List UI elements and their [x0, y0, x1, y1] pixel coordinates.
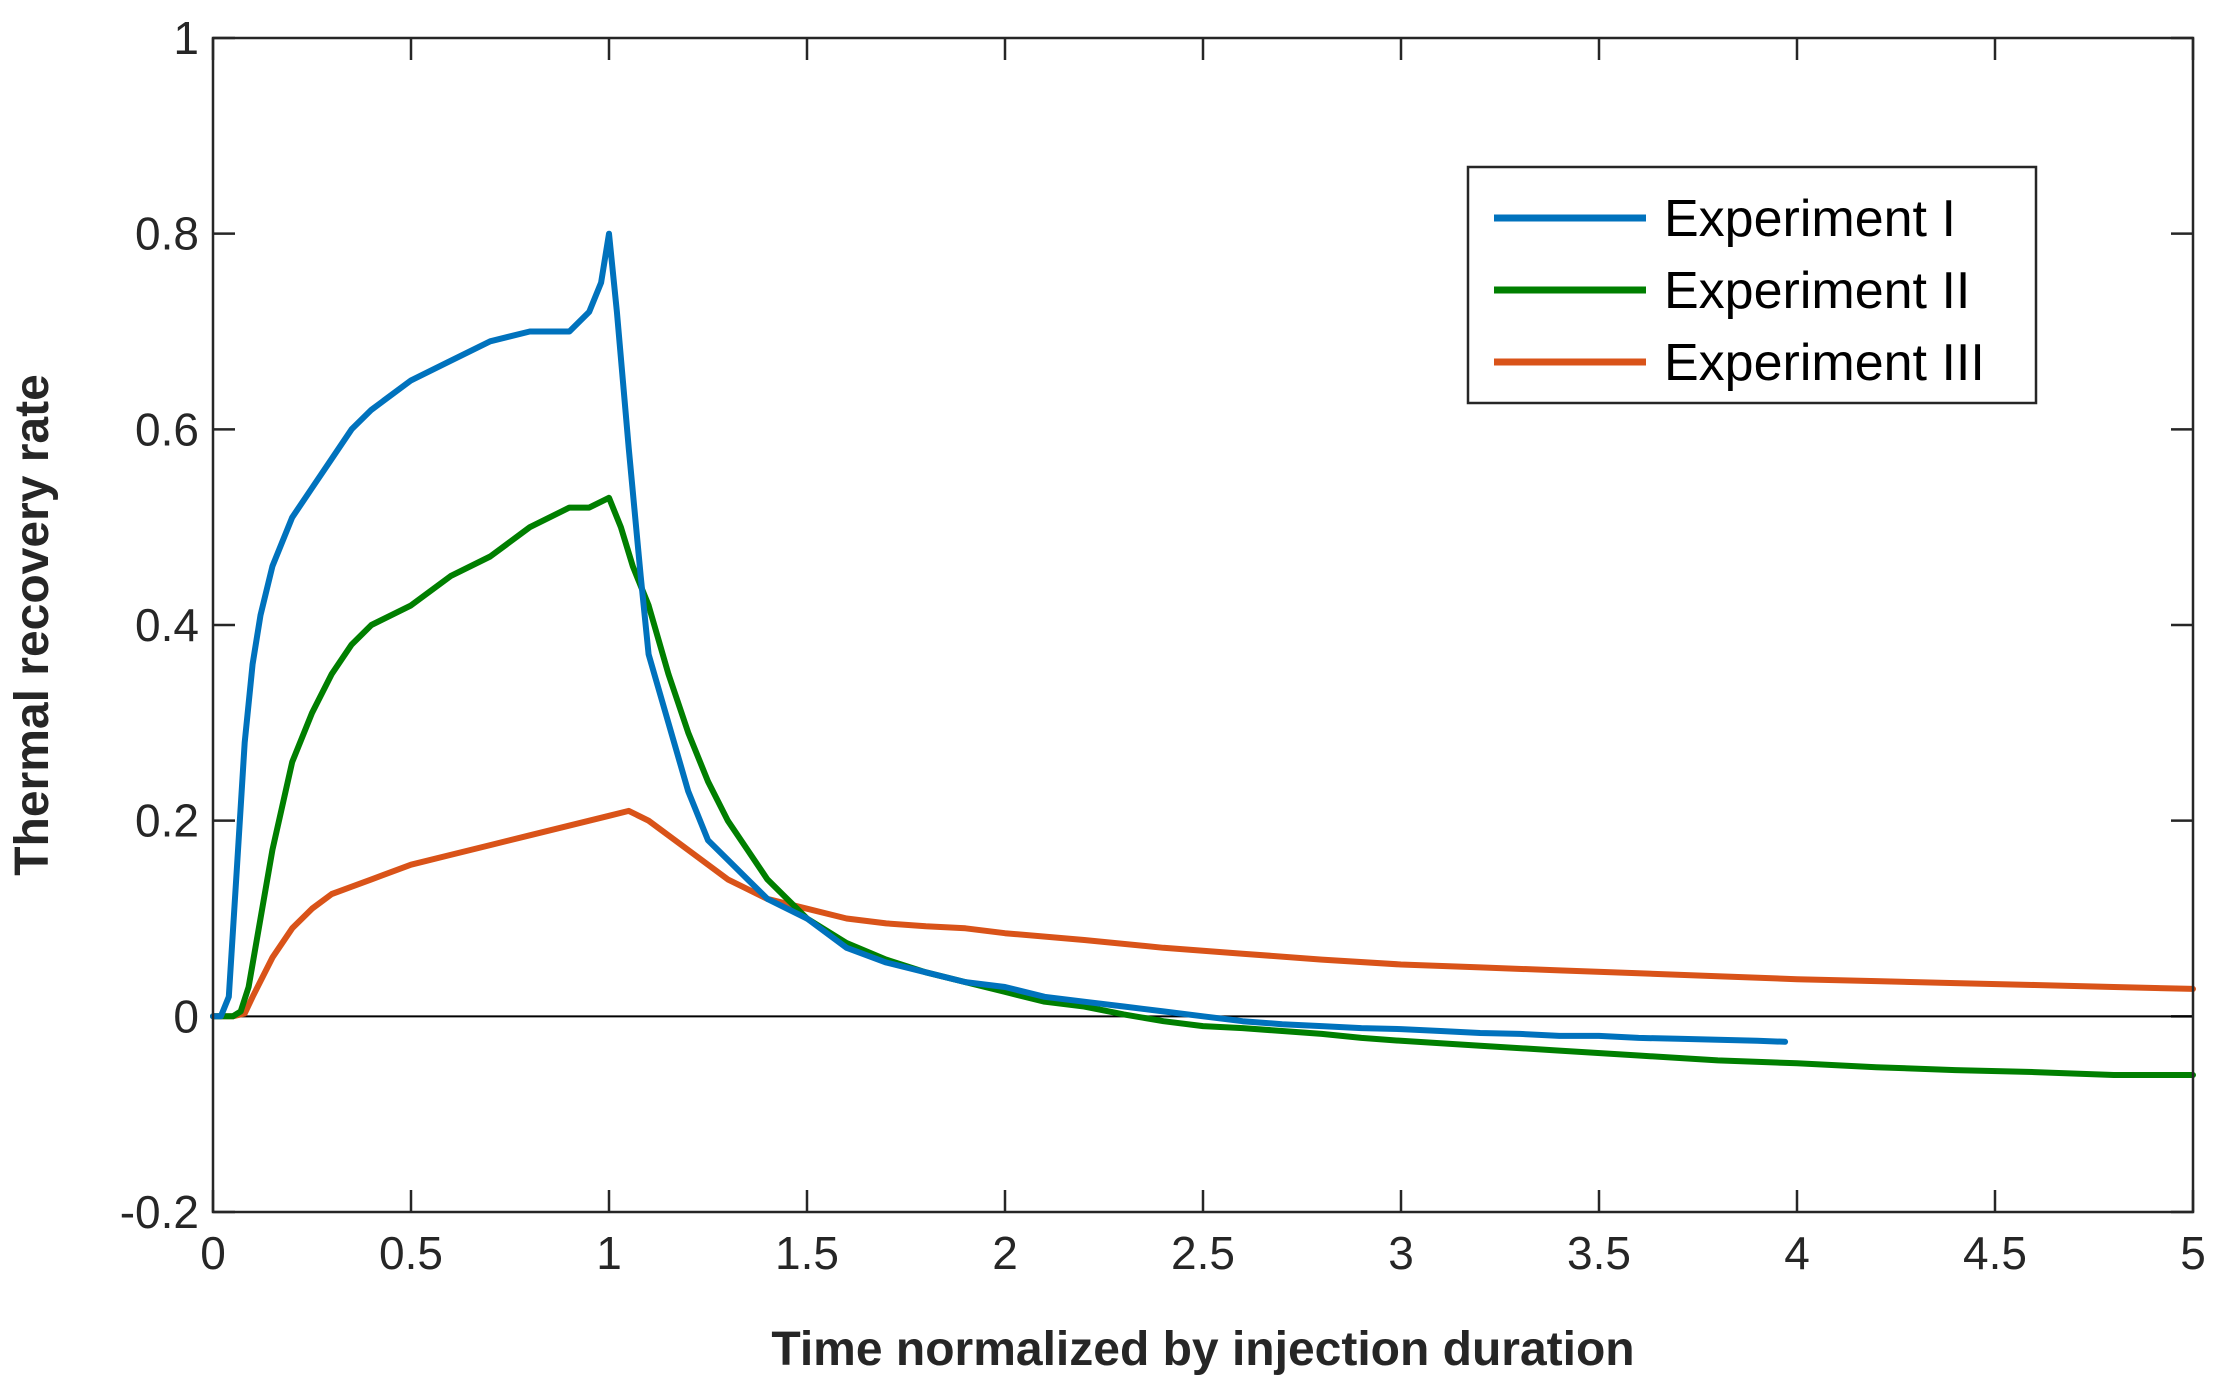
x-tick-label: 1 [596, 1227, 622, 1279]
x-tick-label: 3.5 [1567, 1227, 1631, 1279]
legend-label-experiment-ii: Experiment II [1664, 262, 1970, 320]
x-tick-label: 2.5 [1171, 1227, 1235, 1279]
series-line-experiment-ii [210, 494, 2196, 1078]
y-tick-label: 1 [173, 12, 199, 64]
x-tick-label: 0 [200, 1227, 226, 1279]
legend: Experiment I Experiment II Experiment II… [1466, 165, 2038, 405]
x-tick-label: 4.5 [1963, 1227, 2027, 1279]
y-tick-label: -0.2 [120, 1186, 199, 1238]
y-tick-label: 0 [173, 990, 199, 1042]
y-tick-label: 0.2 [135, 795, 199, 847]
x-tick-label: 3 [1388, 1227, 1414, 1279]
series-layer [210, 230, 2196, 1078]
legend-label-experiment-i: Experiment I [1664, 190, 1956, 248]
legend-label-experiment-iii: Experiment III [1664, 334, 1985, 392]
y-axis-title: Thermal recovery rate [6, 374, 59, 876]
series-line-experiment-i [210, 230, 1789, 1045]
series-line-experiment-iii [210, 807, 2196, 1020]
y-tick-label: 0.6 [135, 403, 199, 455]
x-tick-labels: 0 0.5 1 1.5 2 2.5 3 3.5 4 4.5 5 [200, 1227, 2206, 1279]
x-tick-label: 5 [2180, 1227, 2206, 1279]
x-tick-label: 1.5 [775, 1227, 839, 1279]
x-tick-label: 0.5 [379, 1227, 443, 1279]
x-tick-label: 2 [992, 1227, 1018, 1279]
x-tick-label: 4 [1784, 1227, 1810, 1279]
y-tick-label: 0.8 [135, 208, 199, 260]
x-axis-title: Time normalized by injection duration [771, 1323, 1634, 1376]
y-tick-label: 0.4 [135, 599, 199, 651]
plot-frame [211, 36, 2195, 1214]
y-tick-labels: -0.2 0 0.2 0.4 0.6 0.8 1 [120, 12, 199, 1238]
